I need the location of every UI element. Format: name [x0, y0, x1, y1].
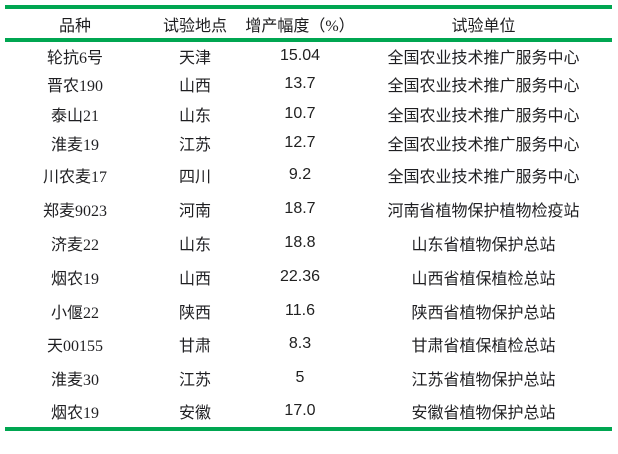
- document-page: 品种 试验地点 增产幅度（%） 试验单位 轮抗6号 天津 15.04 全国农业技术推广…: [0, 5, 618, 454]
- table-row: 淮麦19 江苏 12.7 全国农业技术推广服务中心: [5, 129, 612, 159]
- variety-cell: 晋农190: [46, 78, 103, 96]
- increase-cell: 12.7: [284, 134, 316, 152]
- variety-cell: 川农麦17: [42, 168, 107, 186]
- increase-cell: 13.7: [284, 75, 316, 93]
- increase-cell: 17.0: [284, 402, 316, 420]
- variety-cell: 烟农19: [50, 270, 99, 288]
- increase-cell: 10.7: [284, 104, 316, 122]
- unit-cell: 江苏省植物保护总站: [411, 372, 556, 390]
- table-row: 泰山21 山东 10.7 全国农业技术推广服务中心: [5, 99, 612, 129]
- column-header-increase: 增产幅度（%）: [245, 17, 355, 35]
- increase-cell: 22.36: [279, 267, 321, 285]
- variety-cell: 烟农19: [50, 405, 99, 423]
- table-row: 烟农19 山西 22.36 山西省植保植检总站: [5, 260, 612, 294]
- unit-cell: 全国农业技术推广服务中心: [387, 168, 580, 186]
- table-row: 天00155 甘肃 8.3 甘肃省植保植检总站: [5, 327, 612, 361]
- trial-results-table: 品种 试验地点 增产幅度（%） 试验单位 轮抗6号 天津 15.04 全国农业技术推广…: [5, 5, 612, 432]
- increase-cell: 5: [295, 369, 305, 387]
- unit-cell: 全国农业技术推广服务中心: [387, 107, 580, 125]
- location-cell: 甘肃: [178, 338, 211, 356]
- location-cell: 山东: [178, 107, 211, 125]
- location-cell: 河南: [178, 202, 211, 220]
- header-row: 品种 试验地点 增产幅度（%） 试验单位: [5, 7, 612, 40]
- variety-cell: 淮麦30: [50, 372, 99, 390]
- unit-cell: 山东省植物保护总站: [411, 236, 556, 254]
- increase-cell: 8.3: [288, 335, 312, 353]
- column-header-variety: 品种: [58, 17, 91, 35]
- table-row: 晋农190 山西 13.7 全国农业技术推广服务中心: [5, 70, 612, 100]
- table-row: 轮抗6号 天津 15.04 全国农业技术推广服务中心: [5, 40, 612, 70]
- unit-cell: 全国农业技术推广服务中心: [387, 78, 580, 96]
- increase-cell: 9.2: [288, 165, 312, 183]
- unit-cell: 山西省植保植检总站: [411, 270, 556, 288]
- unit-cell: 安徽省植物保护总站: [411, 405, 556, 423]
- location-cell: 山东: [178, 236, 211, 254]
- location-cell: 四川: [178, 168, 211, 186]
- table-row: 川农麦17 四川 9.2 全国农业技术推广服务中心: [5, 158, 612, 192]
- variety-cell: 郑麦9023: [42, 202, 107, 220]
- column-header-unit: 试验单位: [451, 17, 516, 35]
- unit-cell: 河南省植物保护植物检疫站: [387, 202, 580, 220]
- unit-cell: 全国农业技术推广服务中心: [387, 137, 580, 155]
- table-row: 济麦22 山东 18.8 山东省植物保护总站: [5, 226, 612, 260]
- variety-cell: 泰山21: [50, 107, 99, 125]
- variety-cell: 轮抗6号: [46, 49, 103, 67]
- table-header: 品种 试验地点 增产幅度（%） 试验单位: [5, 7, 612, 40]
- increase-cell: 18.7: [284, 199, 316, 217]
- table-row: 烟农19 安徽 17.0 安徽省植物保护总站: [5, 395, 612, 429]
- variety-cell: 小偃22: [50, 304, 99, 322]
- variety-cell: 淮麦19: [50, 137, 99, 155]
- table-row: 小偃22 陕西 11.6 陕西省植物保护总站: [5, 294, 612, 328]
- column-header-location: 试验地点: [162, 17, 227, 35]
- unit-cell: 陕西省植物保护总站: [411, 304, 556, 322]
- increase-cell: 18.8: [284, 233, 316, 251]
- unit-cell: 全国农业技术推广服务中心: [387, 49, 580, 67]
- increase-cell: 15.04: [279, 46, 321, 64]
- variety-cell: 济麦22: [50, 236, 99, 254]
- table-row: 郑麦9023 河南 18.7 河南省植物保护植物检疫站: [5, 192, 612, 226]
- location-cell: 江苏: [178, 137, 211, 155]
- location-cell: 天津: [178, 49, 211, 67]
- variety-cell: 天00155: [46, 338, 103, 356]
- location-cell: 山西: [178, 78, 211, 96]
- location-cell: 安徽: [178, 405, 211, 423]
- table-body: 轮抗6号 天津 15.04 全国农业技术推广服务中心 晋农190 山西 13.7 全国农业技术…: [5, 40, 612, 429]
- increase-cell: 11.6: [285, 301, 315, 319]
- location-cell: 江苏: [178, 372, 211, 390]
- table-row: 淮麦30 江苏 5 江苏省植物保护总站: [5, 361, 612, 395]
- unit-cell: 甘肃省植保植检总站: [411, 338, 556, 356]
- location-cell: 山西: [178, 270, 211, 288]
- location-cell: 陕西: [178, 304, 211, 322]
